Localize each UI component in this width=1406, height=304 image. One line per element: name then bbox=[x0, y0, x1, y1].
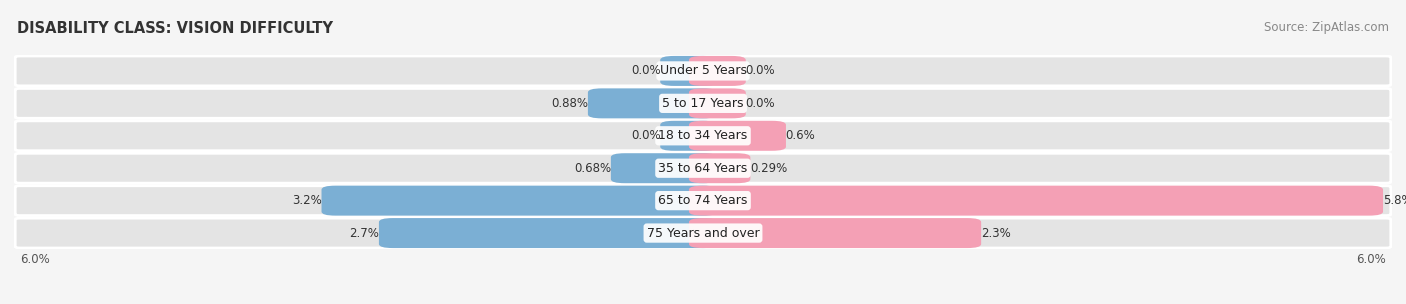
Text: Source: ZipAtlas.com: Source: ZipAtlas.com bbox=[1264, 21, 1389, 34]
Text: 0.0%: 0.0% bbox=[631, 129, 661, 142]
Text: 65 to 74 Years: 65 to 74 Years bbox=[658, 194, 748, 207]
FancyBboxPatch shape bbox=[15, 56, 1391, 86]
Text: 18 to 34 Years: 18 to 34 Years bbox=[658, 129, 748, 142]
Text: 3.2%: 3.2% bbox=[292, 194, 322, 207]
Text: 75 Years and over: 75 Years and over bbox=[647, 226, 759, 240]
Text: 6.0%: 6.0% bbox=[1357, 253, 1386, 266]
FancyBboxPatch shape bbox=[661, 121, 717, 151]
FancyBboxPatch shape bbox=[689, 88, 745, 118]
FancyBboxPatch shape bbox=[15, 218, 1391, 248]
FancyBboxPatch shape bbox=[689, 186, 1384, 216]
Text: 0.0%: 0.0% bbox=[745, 97, 775, 110]
FancyBboxPatch shape bbox=[689, 153, 751, 183]
Text: 0.88%: 0.88% bbox=[551, 97, 588, 110]
Text: 5.8%: 5.8% bbox=[1382, 194, 1406, 207]
FancyBboxPatch shape bbox=[15, 153, 1391, 183]
Text: 0.68%: 0.68% bbox=[574, 162, 612, 175]
FancyBboxPatch shape bbox=[15, 121, 1391, 151]
FancyBboxPatch shape bbox=[380, 218, 717, 248]
FancyBboxPatch shape bbox=[588, 88, 717, 118]
FancyBboxPatch shape bbox=[15, 88, 1391, 118]
Text: 2.3%: 2.3% bbox=[981, 226, 1011, 240]
Text: 0.6%: 0.6% bbox=[786, 129, 815, 142]
FancyBboxPatch shape bbox=[15, 186, 1391, 216]
FancyBboxPatch shape bbox=[661, 56, 717, 86]
Text: 6.0%: 6.0% bbox=[20, 253, 49, 266]
Text: DISABILITY CLASS: VISION DIFFICULTY: DISABILITY CLASS: VISION DIFFICULTY bbox=[17, 21, 333, 36]
FancyBboxPatch shape bbox=[610, 153, 717, 183]
Text: 0.29%: 0.29% bbox=[749, 162, 787, 175]
FancyBboxPatch shape bbox=[322, 186, 717, 216]
Text: 0.0%: 0.0% bbox=[631, 64, 661, 78]
FancyBboxPatch shape bbox=[689, 121, 786, 151]
Text: Under 5 Years: Under 5 Years bbox=[659, 64, 747, 78]
Text: 35 to 64 Years: 35 to 64 Years bbox=[658, 162, 748, 175]
Text: 0.0%: 0.0% bbox=[745, 64, 775, 78]
Text: 2.7%: 2.7% bbox=[349, 226, 380, 240]
FancyBboxPatch shape bbox=[689, 56, 745, 86]
Text: 5 to 17 Years: 5 to 17 Years bbox=[662, 97, 744, 110]
FancyBboxPatch shape bbox=[689, 218, 981, 248]
